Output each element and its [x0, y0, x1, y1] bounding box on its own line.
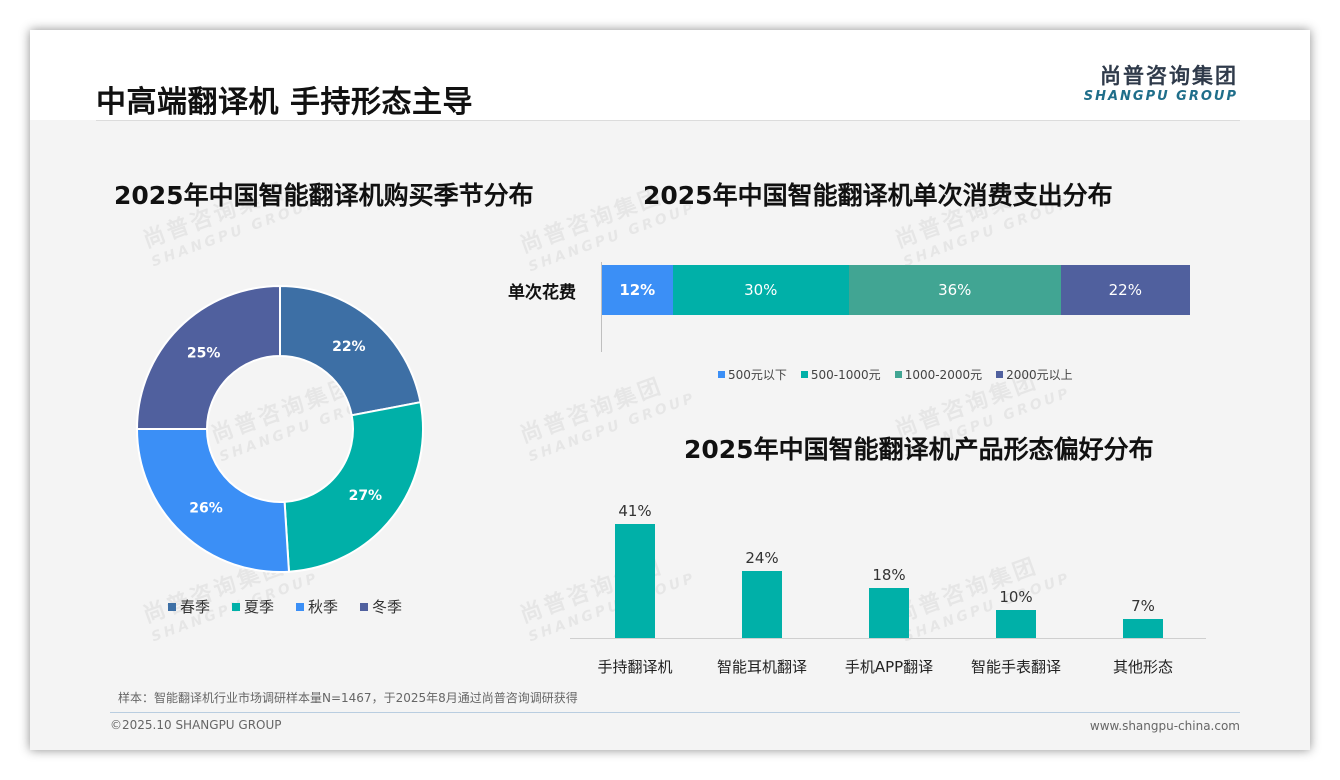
form-bar — [869, 588, 909, 638]
legend-label: 春季 — [180, 598, 211, 616]
form-value-label: 10% — [999, 588, 1033, 607]
header-divider — [96, 120, 1240, 121]
logo-en: SHANGPU GROUP — [1083, 89, 1238, 104]
brand-logo: 尚普咨询集团 SHANGPU GROUP — [1084, 63, 1238, 105]
spend-segment: 30% — [672, 265, 849, 315]
legend-swatch — [360, 602, 369, 611]
form-value-label: 7% — [1131, 596, 1155, 615]
watermark: 尚普咨询集团 SHANGPU GROUP — [517, 373, 699, 466]
website-link[interactable]: www.shangpu-china.com — [1089, 719, 1240, 733]
legend-label: 秋季 — [308, 598, 339, 616]
legend-item: 春季 — [168, 596, 210, 617]
page-title: 中高端翻译机 手持形态主导 — [96, 85, 473, 120]
legend-item: 500-1000元 — [800, 366, 881, 383]
form-value-label: 24% — [745, 549, 779, 568]
donut-label: 25% — [187, 346, 221, 362]
slide: 中高端翻译机 手持形态主导 尚普咨询集团 SHANGPU GROUP 尚普咨询集… — [30, 30, 1310, 750]
legend-swatch — [168, 602, 176, 611]
spend-axis — [601, 262, 602, 352]
season-legend: 春季 夏季 秋季 冬季 — [168, 596, 424, 617]
form-category-label: 智能手表翻译 — [970, 658, 1061, 676]
donut-slice-夏季 — [283, 401, 424, 573]
donut-slice-秋季 — [135, 428, 291, 573]
legend-item: 秋季 — [296, 596, 338, 617]
legend-swatch — [996, 371, 1004, 378]
legend-swatch — [232, 602, 241, 611]
donut-slice-春季 — [279, 284, 422, 417]
source-note: 样本：智能翻译机行业市场调研样本量N=1467，于2025年8月通过尚普咨询调研… — [118, 691, 578, 705]
form-bar — [1123, 618, 1163, 638]
legend-item: 1000-2000元 — [894, 366, 983, 383]
legend-swatch — [718, 371, 725, 378]
spend-segment: 12% — [602, 265, 673, 315]
spend-chart-title: 2025年中国智能翻译机单次消费支出分布 — [643, 181, 1113, 210]
form-bar — [742, 571, 782, 638]
legend-label: 冬季 — [372, 598, 403, 616]
donut-slice-冬季 — [135, 284, 281, 430]
copyright: ©2025.10 SHANGPU GROUP — [110, 718, 282, 732]
form-category-label: 智能耳机翻译 — [716, 658, 807, 676]
logo-cn: 尚普咨询集团 — [1100, 64, 1238, 88]
legend-item: 冬季 — [360, 596, 402, 617]
form-category-label: 手机APP翻译 — [844, 658, 934, 676]
form-axis — [570, 638, 1206, 639]
legend-label: 1000-2000元 — [904, 368, 983, 382]
legend-swatch — [800, 371, 808, 378]
form-bar — [996, 610, 1036, 638]
donut-label: 26% — [189, 501, 223, 517]
legend-item: 2000元以上 — [996, 366, 1073, 383]
legend-item: 500元以下 — [718, 366, 787, 383]
form-value-label: 18% — [872, 566, 906, 584]
legend-label: 500-1000元 — [810, 368, 881, 382]
legend-label: 2000元以上 — [1006, 368, 1073, 382]
season-chart-title: 2025年中国智能翻译机购买季节分布 — [114, 181, 534, 210]
footer-divider — [110, 712, 1240, 713]
spend-legend: 500元以下 500-1000元 1000-2000元 2000元以上 — [718, 366, 1087, 383]
form-bar — [615, 524, 655, 638]
spend-segment: 36% — [848, 265, 1061, 315]
form-category-label: 其他形态 — [1112, 658, 1173, 676]
form-category-label: 手持翻译机 — [597, 658, 673, 676]
season-donut-chart: 22% 27% 26% 25% — [135, 284, 424, 573]
form-value-label: 41% — [618, 502, 652, 521]
spend-category-label: 单次花费 — [508, 283, 576, 303]
spend-stacked-bar: 12% 30% 36% 22% — [602, 265, 1190, 315]
watermark: 尚普咨询集团 SHANGPU GROUP — [517, 553, 699, 646]
legend-swatch — [296, 602, 305, 611]
header-band — [30, 30, 1310, 120]
legend-swatch — [894, 371, 902, 378]
legend-label: 夏季 — [244, 598, 275, 616]
legend-item: 夏季 — [232, 596, 274, 617]
form-chart-title: 2025年中国智能翻译机产品形态偏好分布 — [684, 435, 1154, 464]
donut-label: 27% — [349, 488, 383, 504]
donut-label: 22% — [332, 339, 366, 355]
spend-segment: 22% — [1060, 265, 1190, 315]
legend-label: 500元以下 — [728, 368, 787, 382]
